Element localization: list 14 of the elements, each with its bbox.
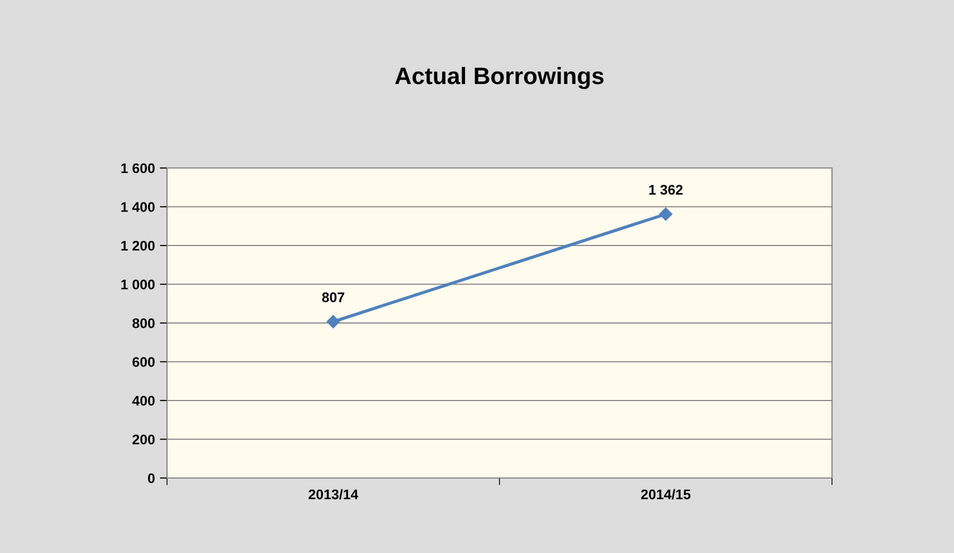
y-tick-label: 0 [148, 473, 155, 484]
data-label: 807 [322, 292, 344, 302]
chart-title: Actual Borrowings [395, 66, 604, 90]
y-tick-label: 1 200 [121, 240, 155, 251]
y-tick-label: 1 000 [121, 280, 155, 290]
y-tick-label: 1 400 [121, 202, 155, 212]
y-tick-label: 600 [132, 357, 155, 367]
y-tick-label: 800 [132, 318, 155, 328]
y-tick-label: 400 [132, 396, 155, 406]
y-tick-label: 1 600 [121, 163, 155, 174]
data-label: 1 362 [649, 184, 683, 195]
x-tick-label: 2013/14 [308, 489, 358, 500]
x-tick-label: 2014/15 [641, 489, 690, 500]
y-tick-label: 200 [132, 434, 155, 444]
